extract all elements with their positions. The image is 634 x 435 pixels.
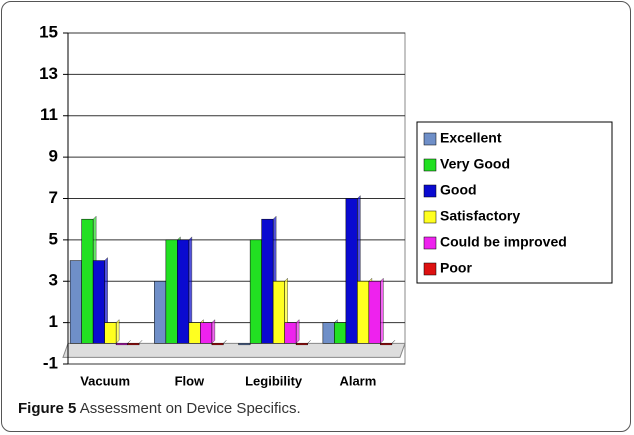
- legend-swatch: [423, 158, 437, 172]
- legend-label: Satisfactory: [440, 208, 520, 224]
- bar: [165, 239, 178, 344]
- y-tick-label: 7: [49, 188, 58, 207]
- bar: [81, 218, 94, 344]
- y-tick-label: 1: [49, 312, 58, 331]
- bar: [69, 260, 82, 344]
- y-tick-label: 9: [49, 147, 58, 166]
- bar: [295, 343, 308, 346]
- bar: [357, 281, 370, 344]
- bar: [284, 322, 297, 344]
- bar: [380, 343, 393, 346]
- y-tick-label: 3: [49, 271, 58, 290]
- bar: [127, 343, 140, 346]
- legend-swatch: [423, 184, 437, 198]
- legend-swatch: [423, 210, 437, 224]
- bar: [334, 322, 347, 344]
- caption-label: Figure 5: [18, 400, 77, 417]
- legend-swatch: [423, 236, 437, 250]
- x-tick-label: Legibility: [245, 373, 303, 388]
- legend-label: Very Good: [440, 156, 510, 172]
- bar: [261, 218, 274, 344]
- legend-swatch: [423, 262, 437, 276]
- bar: [249, 239, 262, 344]
- y-tick-label: 13: [39, 64, 58, 83]
- x-tick-label: Flow: [175, 373, 205, 388]
- bar-side: [295, 319, 300, 344]
- y-tick-label: -1: [43, 353, 58, 372]
- bar-side: [211, 319, 216, 344]
- bar: [272, 281, 285, 344]
- bar: [188, 322, 201, 344]
- bar-side: [115, 319, 120, 344]
- bar: [92, 260, 105, 344]
- bar-side: [127, 340, 131, 344]
- legend-swatch: [423, 132, 437, 146]
- bar-side: [138, 340, 143, 344]
- bar: [177, 239, 190, 344]
- bar-side: [307, 340, 311, 344]
- caption-text: Assessment on Device Specifics.: [79, 400, 301, 417]
- bar: [322, 322, 335, 344]
- legend-box: [416, 121, 613, 284]
- bar: [200, 322, 213, 344]
- bar-side: [391, 340, 396, 344]
- legend-label: Good: [440, 182, 477, 198]
- bar: [368, 281, 381, 344]
- legend-label: Excellent: [440, 130, 502, 146]
- y-tick-label: 15: [39, 22, 58, 41]
- bar: [154, 281, 167, 344]
- bar: [211, 343, 224, 346]
- bar: [115, 343, 128, 346]
- floor: [62, 342, 406, 358]
- bar: [238, 343, 251, 346]
- legend-label: Poor: [440, 260, 472, 276]
- y-tick-label: 11: [40, 105, 58, 124]
- bar: [104, 322, 117, 344]
- x-tick-label: Alarm: [339, 373, 376, 388]
- caption: Figure 5 Assessment on Device Specifics.: [18, 400, 301, 417]
- y-tick-label: 5: [49, 229, 58, 248]
- bar-side: [223, 340, 227, 344]
- legend-label: Could be improved: [440, 234, 567, 250]
- x-tick-label: Vacuum: [80, 373, 130, 388]
- bar-side: [380, 277, 384, 344]
- bar: [345, 198, 358, 344]
